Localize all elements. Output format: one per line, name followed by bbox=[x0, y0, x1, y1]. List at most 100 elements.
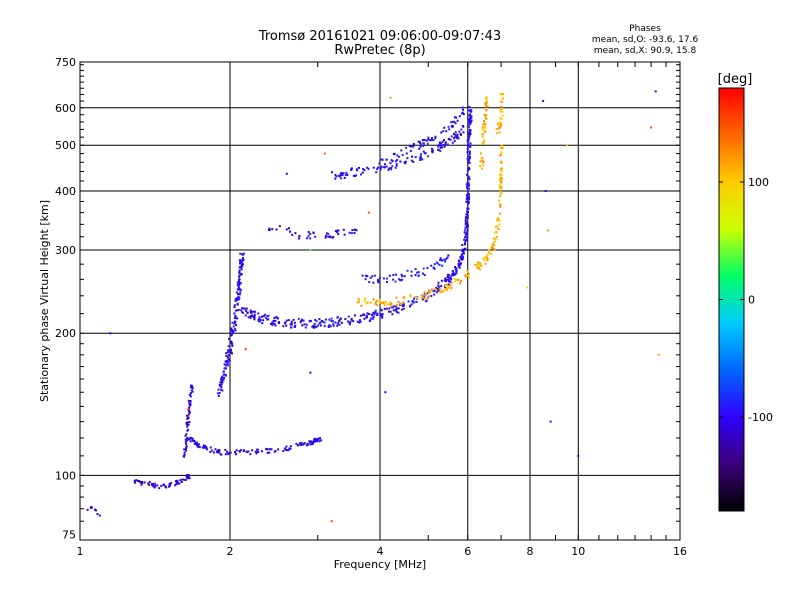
data-point bbox=[299, 321, 302, 324]
data-point bbox=[415, 271, 418, 274]
data-point bbox=[466, 207, 469, 210]
data-point bbox=[465, 215, 468, 218]
data-point bbox=[467, 161, 470, 164]
data-point bbox=[468, 113, 471, 116]
data-point bbox=[203, 445, 206, 448]
data-point bbox=[278, 225, 281, 228]
data-point bbox=[358, 166, 361, 169]
data-point bbox=[234, 300, 237, 303]
data-point bbox=[225, 360, 228, 363]
data-point bbox=[498, 184, 501, 187]
data-point bbox=[406, 157, 409, 160]
data-point bbox=[362, 167, 365, 170]
data-point bbox=[309, 232, 312, 235]
data-point bbox=[464, 232, 467, 235]
data-point bbox=[237, 295, 240, 298]
data-point bbox=[447, 275, 450, 278]
data-point bbox=[396, 304, 399, 307]
data-point bbox=[226, 362, 229, 365]
data-point bbox=[479, 160, 482, 163]
data-point bbox=[430, 147, 433, 150]
data-point bbox=[231, 321, 234, 324]
data-point bbox=[467, 154, 470, 157]
data-point bbox=[445, 257, 448, 260]
data-point bbox=[327, 232, 330, 235]
data-point bbox=[361, 274, 364, 277]
data-point bbox=[187, 474, 190, 477]
data-point bbox=[241, 311, 244, 314]
data-point bbox=[470, 116, 473, 119]
data-point bbox=[239, 449, 242, 452]
data-point bbox=[371, 275, 374, 278]
data-point bbox=[377, 278, 380, 281]
data-point bbox=[191, 438, 194, 441]
data-point bbox=[133, 481, 136, 484]
data-point bbox=[439, 291, 442, 294]
data-point bbox=[185, 421, 188, 424]
data-point bbox=[453, 137, 456, 140]
data-point bbox=[426, 292, 429, 295]
data-point bbox=[235, 297, 238, 300]
chart-subtitle: RwPretec (8p) bbox=[334, 43, 425, 58]
data-point bbox=[381, 158, 384, 161]
data-point bbox=[388, 307, 391, 310]
data-point bbox=[186, 439, 189, 442]
data-point bbox=[454, 266, 457, 269]
data-point bbox=[234, 450, 237, 453]
data-point bbox=[339, 175, 342, 178]
data-point bbox=[398, 302, 401, 305]
data-point bbox=[264, 313, 267, 316]
data-point bbox=[260, 315, 263, 318]
data-point bbox=[238, 269, 241, 272]
data-point bbox=[462, 252, 465, 255]
data-point bbox=[469, 130, 472, 133]
data-point bbox=[468, 197, 471, 200]
data-point bbox=[407, 300, 410, 303]
data-point bbox=[222, 378, 225, 381]
data-point bbox=[460, 280, 463, 283]
data-point bbox=[220, 453, 223, 456]
data-point bbox=[314, 325, 317, 328]
data-point bbox=[282, 449, 285, 452]
data-point bbox=[420, 156, 423, 159]
data-point bbox=[351, 229, 354, 232]
data-point bbox=[434, 135, 437, 138]
data-point bbox=[216, 450, 219, 453]
data-point bbox=[239, 288, 242, 291]
data-point bbox=[220, 386, 223, 389]
data-point bbox=[244, 348, 247, 351]
data-point bbox=[464, 243, 467, 246]
data-point bbox=[377, 166, 380, 169]
data-point bbox=[364, 278, 367, 281]
data-point bbox=[139, 480, 142, 483]
data-point bbox=[457, 263, 460, 266]
data-point bbox=[338, 320, 341, 323]
data-point bbox=[495, 236, 498, 239]
data-point bbox=[500, 188, 503, 191]
data-point bbox=[227, 364, 230, 367]
data-point bbox=[189, 440, 192, 443]
data-point bbox=[236, 309, 239, 312]
data-point bbox=[288, 230, 291, 233]
data-point bbox=[444, 277, 447, 280]
data-point bbox=[383, 166, 386, 169]
data-point bbox=[378, 276, 381, 279]
data-point bbox=[439, 146, 442, 149]
data-point bbox=[313, 322, 316, 325]
data-point bbox=[421, 296, 424, 299]
data-point bbox=[499, 117, 502, 120]
data-point bbox=[180, 480, 183, 483]
data-point bbox=[452, 272, 455, 275]
stats-x-mode: mean, sd,X: 90.9, 15.8 bbox=[594, 46, 697, 56]
data-point bbox=[377, 281, 380, 284]
data-point bbox=[183, 451, 186, 454]
data-point bbox=[494, 237, 497, 240]
data-point bbox=[375, 171, 378, 174]
data-point bbox=[496, 132, 499, 135]
data-point bbox=[193, 440, 196, 443]
data-point bbox=[395, 164, 398, 167]
data-point bbox=[275, 316, 278, 319]
data-point bbox=[468, 120, 471, 123]
data-point bbox=[465, 200, 468, 203]
data-point bbox=[184, 434, 187, 437]
